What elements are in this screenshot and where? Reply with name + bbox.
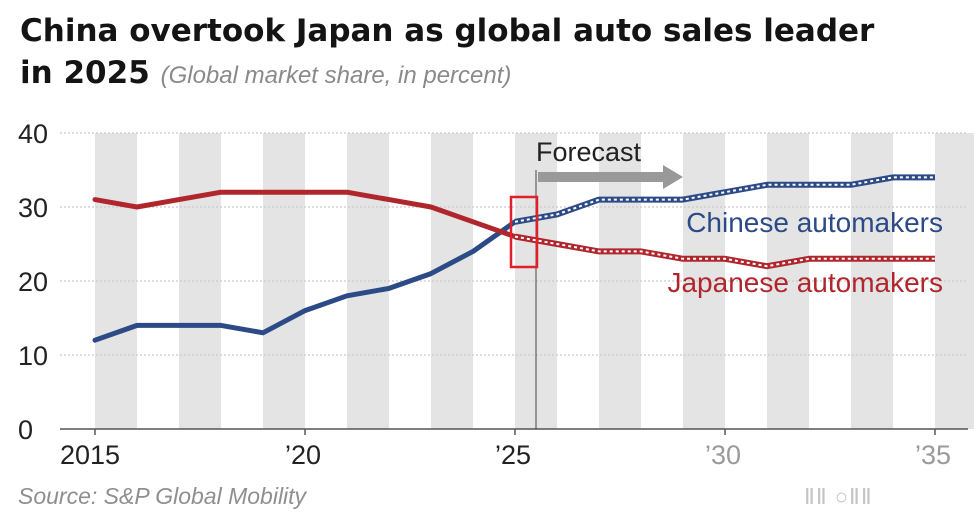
chart-title: China overtook Japan as global auto sale… xyxy=(20,10,960,97)
x-tick-label: ’30 xyxy=(705,440,741,470)
x-tick-label: 2015 xyxy=(60,440,120,470)
source-note: Source: S&P Global Mobility xyxy=(18,483,307,509)
y-tick-label: 0 xyxy=(18,415,33,445)
watermark-logo: ⅡⅡ ○ⅡⅡ xyxy=(804,484,873,509)
forecast-arrow-head xyxy=(663,165,683,189)
y-tick-label: 30 xyxy=(18,193,48,223)
series-line-forecast-dots xyxy=(514,235,935,268)
x-tick-label: ’20 xyxy=(285,440,321,470)
series-label: Chinese automakers xyxy=(686,207,943,238)
series-line-actual xyxy=(92,189,518,240)
series-line-actual xyxy=(92,219,518,343)
forecast-label: Forecast xyxy=(536,137,642,167)
title-line2: in 2025 xyxy=(20,55,150,91)
series-label: Japanese automakers xyxy=(667,267,943,298)
x-tick-label: ’25 xyxy=(495,440,531,470)
y-tick-label: 40 xyxy=(18,119,48,149)
series-line-forecast-dots xyxy=(514,176,935,223)
y-tick-label: 10 xyxy=(18,341,48,371)
title-main: China overtook Japan as global auto sale… xyxy=(20,13,875,49)
chart-subtitle: (Global market share, in percent) xyxy=(160,62,512,89)
y-tick-label: 20 xyxy=(18,267,48,297)
x-tick-label: ’35 xyxy=(915,440,951,470)
crossover-highlight-box xyxy=(509,195,539,269)
